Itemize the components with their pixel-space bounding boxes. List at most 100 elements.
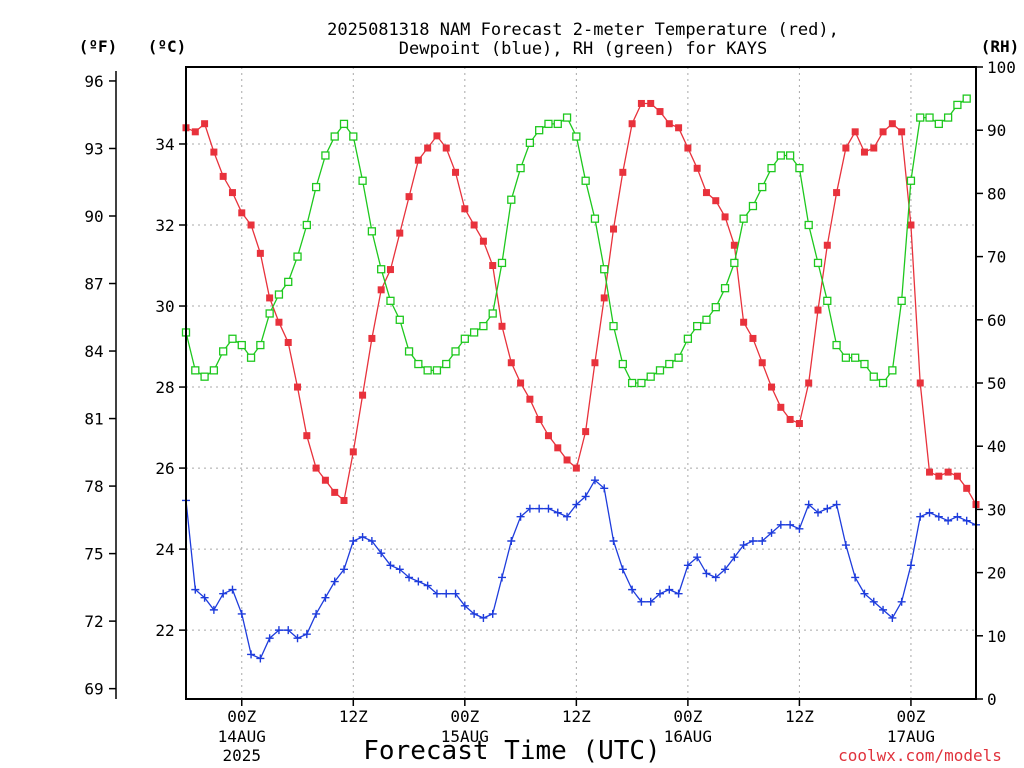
dewpoint-point xyxy=(321,593,330,602)
dewpoint-point xyxy=(228,585,237,594)
dewpoint-point xyxy=(702,569,711,578)
rh-point xyxy=(488,309,497,318)
rh-point xyxy=(581,176,590,185)
temperature-point xyxy=(870,144,878,152)
rh-point xyxy=(339,119,349,129)
dewpoint-point xyxy=(209,605,218,614)
temperature-point xyxy=(247,221,255,229)
temperature-point xyxy=(610,225,618,233)
temperature-point xyxy=(823,241,831,249)
rh-point xyxy=(302,220,311,230)
dewpoint-point xyxy=(767,528,776,537)
temperature-point xyxy=(675,124,683,132)
temperature-point xyxy=(805,379,813,387)
dewpoint-point xyxy=(330,577,339,586)
dewpoint-point xyxy=(711,573,720,582)
rh-point xyxy=(646,372,655,381)
temperature-point xyxy=(768,383,776,391)
dewpoint-point xyxy=(665,585,674,594)
dewpoint-point xyxy=(944,516,953,525)
rh-point xyxy=(878,378,888,388)
dewpoint-point xyxy=(776,520,785,529)
dewpoint-point xyxy=(814,508,822,517)
temperature-point xyxy=(600,294,608,302)
temperature-point xyxy=(554,444,562,452)
dewpoint-point xyxy=(823,504,832,513)
temperature-point xyxy=(489,262,497,270)
temperature-point xyxy=(860,148,868,156)
dewpoint-point xyxy=(200,593,209,602)
dewpoint-point xyxy=(432,589,441,598)
dewpoint-point xyxy=(395,565,404,574)
rh-point xyxy=(228,334,237,343)
temperature-point xyxy=(294,383,302,391)
rh-point xyxy=(404,347,414,356)
temperature-point xyxy=(219,172,227,180)
fahrenheit-tick-label: 84 xyxy=(84,342,103,361)
rh-point xyxy=(739,214,748,223)
temperature-point xyxy=(730,241,738,249)
x-tick-label: 00Z xyxy=(896,707,925,726)
rh-point xyxy=(395,315,404,324)
rh-tick-label: 40 xyxy=(987,437,1006,456)
temperature-point xyxy=(814,306,822,314)
rh-point xyxy=(349,132,358,141)
dewpoint-point xyxy=(572,500,581,509)
rh-point xyxy=(748,201,758,211)
dewpoint-point xyxy=(525,504,534,513)
rh-point xyxy=(358,176,367,185)
temperature-point xyxy=(851,128,859,136)
dewpoint-point xyxy=(748,537,757,545)
rh-point xyxy=(321,151,330,160)
rh-point xyxy=(758,182,767,192)
rh-point xyxy=(702,315,711,324)
fahrenheit-tick-label: 87 xyxy=(84,275,103,294)
temperature-point xyxy=(210,148,218,156)
temperature-point xyxy=(349,448,357,456)
temperature-series-line xyxy=(185,102,977,505)
dewpoint-point xyxy=(590,476,599,485)
rh-point xyxy=(237,340,246,350)
temperature-point xyxy=(414,156,422,164)
rh-point xyxy=(962,94,971,103)
rh-point xyxy=(720,284,730,293)
dewpoint-point xyxy=(730,553,739,562)
chart-subtitle: Dewpoint (blue), RH (green) for KAYS xyxy=(399,39,767,59)
rh-tick-label: 0 xyxy=(987,690,997,709)
temperature-point xyxy=(191,128,199,136)
temperature-point xyxy=(795,420,803,428)
dewpoint-point xyxy=(451,589,460,598)
fahrenheit-unit-label: (ºF) xyxy=(79,37,118,56)
rh-tick-label: 20 xyxy=(987,564,1006,583)
dewpoint-point xyxy=(953,512,962,521)
rh-point xyxy=(813,258,823,268)
temperature-point xyxy=(777,403,785,411)
fahrenheit-tick-label: 78 xyxy=(84,477,103,496)
rh-point xyxy=(627,378,637,388)
dewpoint-point xyxy=(265,634,274,643)
dewpoint-point xyxy=(693,553,702,562)
rh-point xyxy=(432,366,442,375)
temperature-point xyxy=(647,99,655,107)
rh-point xyxy=(637,378,646,388)
temperature-point xyxy=(916,379,924,387)
rh-point xyxy=(888,366,897,375)
rh-point xyxy=(916,113,925,122)
temperature-point xyxy=(563,456,571,464)
rh-tick-label: 30 xyxy=(987,500,1006,519)
celsius-tick-label: 24 xyxy=(155,540,174,559)
dewpoint-point xyxy=(302,630,311,639)
temperature-point xyxy=(582,428,590,436)
temperature-point xyxy=(693,164,701,172)
dewpoint-point xyxy=(618,565,627,574)
rh-point xyxy=(460,334,469,343)
temperature-point xyxy=(926,468,934,476)
dewpoint-point xyxy=(628,585,637,594)
dewpoint-point xyxy=(414,577,423,586)
temperature-point xyxy=(758,359,766,367)
rh-point xyxy=(423,366,432,375)
temperature-point xyxy=(340,496,348,504)
temperature-point xyxy=(619,168,627,176)
dewpoint-point xyxy=(860,589,869,598)
